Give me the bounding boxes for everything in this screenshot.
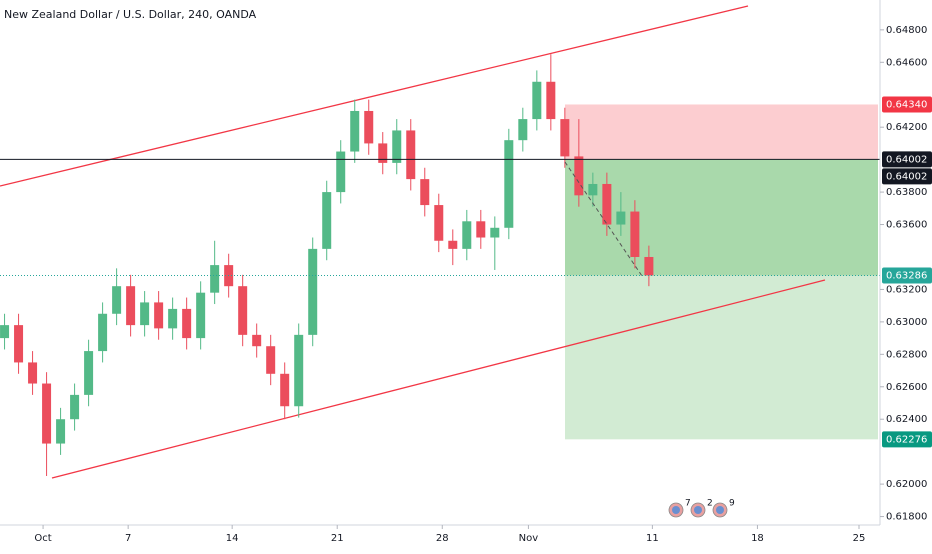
candle-body bbox=[448, 240, 458, 249]
candle-body bbox=[294, 334, 304, 407]
candle-body bbox=[560, 119, 570, 157]
candle-body bbox=[504, 140, 514, 228]
candle-body bbox=[476, 221, 486, 238]
candle-body bbox=[406, 130, 416, 180]
candle-body bbox=[350, 110, 360, 152]
y-tick-label: 0.64800 bbox=[886, 25, 927, 36]
x-tick-label: 14 bbox=[226, 533, 239, 544]
price-badge-label: 0.64002 bbox=[886, 154, 927, 165]
candle-body bbox=[168, 308, 178, 329]
stop-zone bbox=[565, 104, 878, 160]
y-tick-label: 0.63800 bbox=[886, 187, 927, 198]
price-badge bbox=[882, 96, 932, 113]
x-tick-label: Oct bbox=[34, 533, 51, 544]
candle-body bbox=[322, 192, 332, 249]
candle-body bbox=[602, 183, 612, 225]
y-tick-label: 0.61800 bbox=[886, 512, 927, 523]
price-badge-label: 0.63286 bbox=[886, 270, 927, 281]
event-count: 7 bbox=[685, 499, 691, 509]
candle-body bbox=[574, 156, 584, 196]
candle-body bbox=[462, 221, 472, 249]
candle-body bbox=[280, 373, 290, 407]
profit-zone bbox=[565, 159, 878, 276]
x-tick-label: 7 bbox=[125, 533, 131, 544]
x-tick-label: 21 bbox=[331, 533, 344, 544]
channel-bottom bbox=[51, 279, 826, 479]
candle-body bbox=[182, 308, 192, 339]
x-tick-label: Nov bbox=[519, 533, 539, 544]
position-zones bbox=[565, 104, 878, 440]
candle-body bbox=[308, 248, 318, 335]
price-lines bbox=[0, 158, 880, 276]
candle-body bbox=[56, 419, 66, 444]
events: 7 2 9 bbox=[668, 499, 735, 518]
x-tick-label: 25 bbox=[853, 533, 866, 544]
candle-body bbox=[252, 334, 262, 347]
candle-body bbox=[518, 119, 528, 141]
candle-body bbox=[154, 302, 164, 329]
y-tick-label: 0.62400 bbox=[886, 414, 927, 425]
candle-body bbox=[364, 110, 374, 144]
y-tick-label: 0.62800 bbox=[886, 349, 927, 360]
candle-body bbox=[98, 313, 108, 352]
candle-body bbox=[532, 81, 542, 120]
y-tick-label: 0.62600 bbox=[886, 382, 927, 393]
candle-body bbox=[140, 302, 150, 326]
price-badge-label: 0.64002 bbox=[886, 171, 927, 182]
price-badge bbox=[882, 151, 932, 168]
event-icon-inner bbox=[672, 506, 680, 514]
candle-body bbox=[420, 179, 430, 206]
price-badge bbox=[882, 431, 932, 448]
y-tick-label: 0.62000 bbox=[886, 479, 927, 490]
candle-body bbox=[126, 286, 136, 326]
candle-body bbox=[336, 151, 346, 193]
candle-body bbox=[14, 325, 24, 363]
candle-body bbox=[434, 205, 444, 241]
y-tick-label: 0.64200 bbox=[886, 122, 927, 133]
x-tick-label: 11 bbox=[646, 533, 659, 544]
event-count: 9 bbox=[729, 499, 735, 509]
candle-body bbox=[378, 143, 388, 163]
y-tick-label: 0.63600 bbox=[886, 220, 927, 231]
event-count: 2 bbox=[707, 499, 713, 509]
x-tick-label: 28 bbox=[436, 533, 449, 544]
target-zone bbox=[565, 159, 878, 440]
candle-body bbox=[546, 81, 556, 120]
candle-body bbox=[196, 292, 206, 339]
candle-body bbox=[616, 211, 626, 225]
y-tick-label: 0.63200 bbox=[886, 284, 927, 295]
axes: 0.64800 0.64600 0.64200 0.63800 0.63600 0.632… bbox=[34, 25, 932, 544]
candle-body bbox=[588, 183, 598, 196]
candle-body bbox=[0, 325, 10, 339]
x-tick-label: 18 bbox=[751, 533, 764, 544]
candle-body bbox=[28, 362, 38, 384]
event-icon-inner bbox=[694, 506, 702, 514]
y-tick-label: 0.63000 bbox=[886, 317, 927, 328]
candle-body bbox=[70, 394, 80, 420]
price-badge-label: 0.64340 bbox=[886, 99, 927, 110]
trend-dashed bbox=[564, 161, 643, 277]
event-icon-inner bbox=[716, 506, 724, 514]
candle-body bbox=[392, 130, 402, 163]
channel-top bbox=[0, 5, 749, 187]
y-tick-label: 0.64600 bbox=[886, 57, 927, 68]
candle-body bbox=[42, 383, 52, 444]
candle-body bbox=[266, 346, 276, 374]
candle-body bbox=[490, 227, 500, 238]
price-badge-label: 0.62276 bbox=[886, 434, 927, 445]
candle-body bbox=[84, 351, 94, 395]
price-badge bbox=[882, 267, 932, 284]
candle-body bbox=[630, 211, 640, 257]
price-badge bbox=[882, 168, 932, 185]
candle-body bbox=[238, 286, 248, 335]
candle-body bbox=[210, 265, 220, 293]
chart-title: New Zealand Dollar / U.S. Dollar, 240, O… bbox=[4, 8, 257, 21]
candle-body bbox=[112, 286, 122, 314]
candle-body bbox=[644, 256, 654, 276]
